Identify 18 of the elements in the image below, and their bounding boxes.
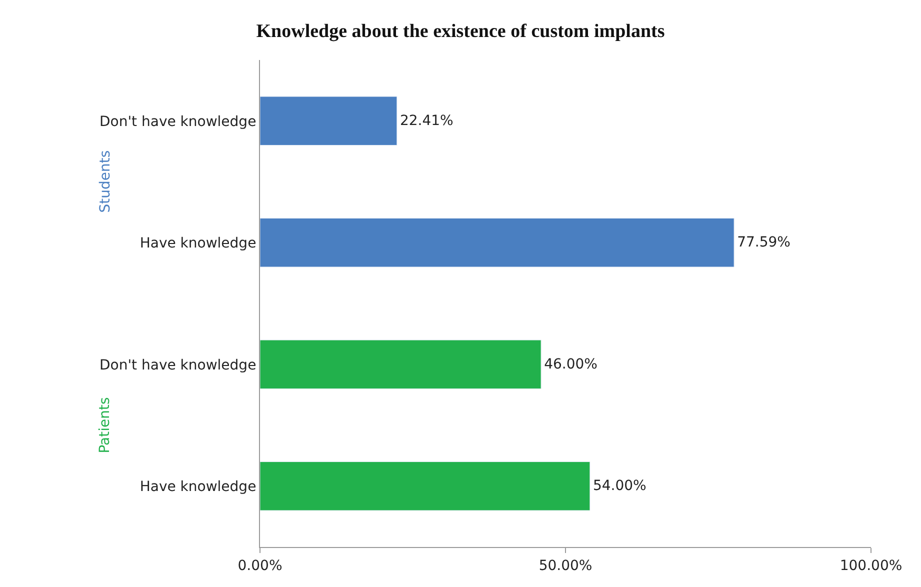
y-tick-label: Don't have knowledge — [99, 357, 256, 374]
y-tick-label: Have knowledge — [140, 236, 256, 252]
bar — [260, 96, 398, 146]
bar — [260, 462, 590, 511]
text: Patients — [96, 397, 113, 454]
data-label: 46.00% — [544, 356, 598, 372]
x-tick-label: 100.00% — [840, 558, 902, 574]
data-label: 54.00% — [592, 478, 646, 494]
data-label: 77.59% — [737, 234, 790, 251]
y-tick-label: Don't have knowledge — [99, 114, 256, 130]
x-tick-label: 0.00% — [238, 558, 282, 574]
bar — [260, 218, 734, 268]
bar — [260, 340, 542, 389]
chart-title: Knowledge about the existence of custom implants — [256, 20, 665, 42]
text: Students — [97, 150, 114, 213]
x-tick-label: 50.00% — [538, 558, 592, 574]
data-label: 22.41% — [400, 112, 454, 129]
y-tick-label: Have knowledge — [140, 479, 256, 496]
